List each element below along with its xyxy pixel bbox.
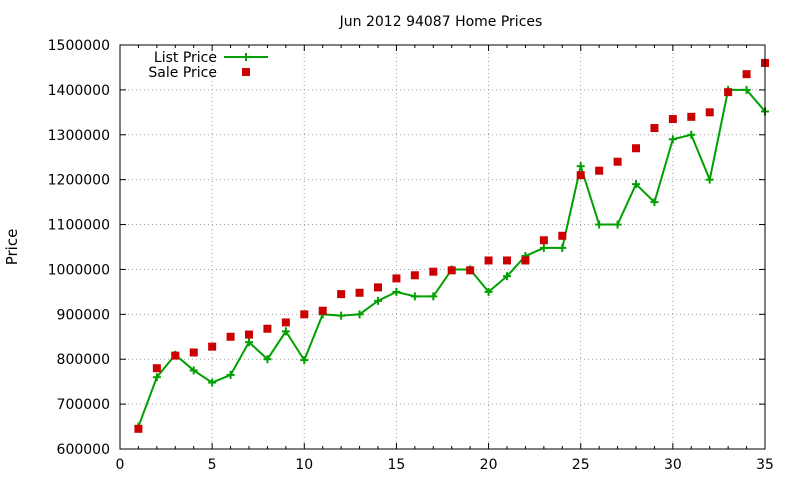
sale-price-point xyxy=(558,231,567,240)
list-price-point xyxy=(337,311,346,320)
sale-price-point xyxy=(447,266,456,275)
y-tick-label: 1300000 xyxy=(48,128,110,144)
legend-swatch-sale-price xyxy=(242,68,250,76)
list-price-point xyxy=(281,327,290,336)
sale-price-point xyxy=(521,256,530,265)
grid xyxy=(120,45,765,449)
legend-label-sale-price: Sale Price xyxy=(148,65,217,81)
y-tick-label: 900000 xyxy=(57,307,110,323)
sale-price-point xyxy=(539,236,548,245)
sale-price-point xyxy=(134,424,143,433)
list-price-point xyxy=(263,355,272,364)
list-price-point xyxy=(429,292,438,301)
sale-price-point xyxy=(595,166,604,175)
chart-title: Jun 2012 94087 Home Prices xyxy=(339,14,543,30)
list-price-point xyxy=(650,198,659,207)
x-tick-label: 5 xyxy=(208,457,217,473)
sale-price-point xyxy=(410,271,419,280)
axis-ticks: 600000 700000 800000 900000 1000000 1100000 12… xyxy=(48,38,774,473)
y-tick-label: 1500000 xyxy=(48,38,110,54)
list-price-point xyxy=(152,373,161,382)
sale-price-point xyxy=(576,171,585,180)
list-price-line xyxy=(137,88,766,427)
list-price-point xyxy=(668,135,677,144)
list-price-point xyxy=(374,296,382,305)
list-price-point xyxy=(539,243,548,252)
x-tick-label: 30 xyxy=(664,457,682,473)
list-price-point xyxy=(632,180,640,189)
list-price-point xyxy=(300,356,309,365)
plot-area xyxy=(134,58,769,433)
list-price-point xyxy=(226,370,235,379)
y-tick-label: 1100000 xyxy=(48,218,110,234)
list-price-point xyxy=(245,338,253,347)
list-price-point xyxy=(392,287,401,296)
y-tick-label: 600000 xyxy=(57,442,110,458)
list-price-point xyxy=(189,366,198,375)
y-tick-label: 1000000 xyxy=(48,262,110,278)
list-price-point xyxy=(503,272,511,281)
y-tick-label: 1400000 xyxy=(48,83,110,99)
plot-frame xyxy=(119,44,766,450)
sale-price-point xyxy=(742,70,751,79)
sale-price-point xyxy=(189,348,198,357)
sale-price-point xyxy=(668,115,677,124)
sale-price-point xyxy=(355,288,364,297)
x-tick-label: 10 xyxy=(295,457,313,473)
x-tick-label: 25 xyxy=(572,457,590,473)
list-price-point xyxy=(576,162,585,171)
y-tick-label: 800000 xyxy=(57,352,110,368)
sale-price-point xyxy=(613,157,622,166)
list-price-point xyxy=(208,378,217,387)
y-axis-label: Price xyxy=(3,229,21,266)
sale-price-point xyxy=(650,124,659,133)
sale-price-point xyxy=(632,144,640,153)
list-price-point xyxy=(687,130,696,139)
sale-price-point xyxy=(392,274,401,283)
sale-price-point xyxy=(466,266,475,275)
sale-price-point xyxy=(374,283,382,292)
sale-price-point xyxy=(152,364,161,373)
list-price-point xyxy=(742,85,751,94)
legend-label-list-price: List Price xyxy=(154,50,217,66)
sale-price-point xyxy=(503,256,511,265)
sale-price-point xyxy=(484,256,493,265)
list-price-point xyxy=(595,220,604,229)
sale-price-point xyxy=(318,306,327,315)
x-tick-label: 35 xyxy=(756,457,774,473)
sale-price-point xyxy=(300,310,309,319)
list-price-point xyxy=(558,243,567,252)
sale-price-point xyxy=(245,330,253,339)
sale-price-point xyxy=(171,351,180,360)
y-tick-label: 1200000 xyxy=(48,173,110,189)
x-tick-label: 0 xyxy=(116,457,125,473)
sale-price-point xyxy=(281,318,290,327)
sale-price-point xyxy=(208,342,217,351)
sale-price-point xyxy=(724,88,733,97)
sale-price-point xyxy=(687,112,696,121)
y-tick-label: 700000 xyxy=(57,397,110,413)
sale-price-point xyxy=(705,108,714,117)
list-price-point xyxy=(484,287,493,296)
sale-price-point xyxy=(263,324,272,333)
list-price-point xyxy=(613,220,622,229)
list-price-point xyxy=(410,292,419,301)
x-tick-label: 20 xyxy=(480,457,498,473)
sale-price-point xyxy=(429,267,438,276)
list-price-point xyxy=(705,175,714,184)
x-tick-label: 15 xyxy=(388,457,406,473)
sale-price-point xyxy=(337,290,346,299)
list-price-point xyxy=(355,310,364,319)
sale-price-point xyxy=(226,332,235,341)
